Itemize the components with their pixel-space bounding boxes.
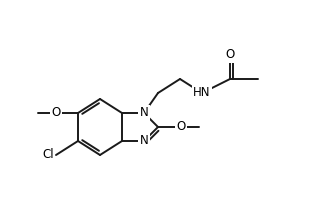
Text: N: N bbox=[140, 135, 149, 147]
Text: N: N bbox=[140, 107, 149, 120]
Text: O: O bbox=[52, 107, 61, 120]
Text: O: O bbox=[176, 120, 185, 133]
Text: HN: HN bbox=[193, 86, 211, 99]
Text: Cl: Cl bbox=[42, 149, 54, 162]
Text: O: O bbox=[225, 48, 234, 61]
